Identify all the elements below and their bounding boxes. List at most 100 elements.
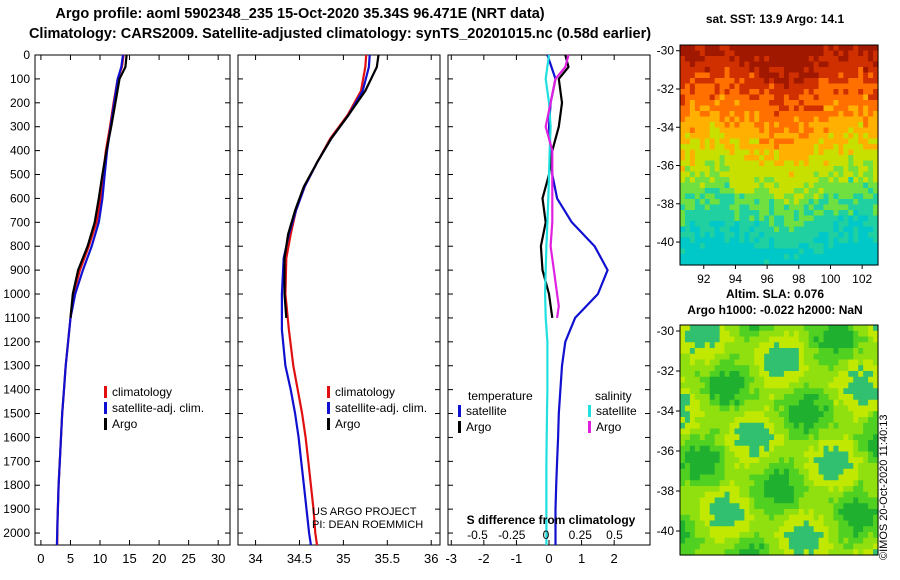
x-tick-label: 0: [37, 551, 44, 566]
y-tick-label: 1200: [3, 335, 30, 349]
sla-map-title: Altim. SLA: 0.076: [726, 287, 824, 301]
x-tick-label: -1: [511, 551, 523, 566]
map-y-tick-label: -34: [657, 404, 675, 418]
y-tick-label: 0: [23, 48, 30, 62]
x-tick-label: 34: [248, 551, 262, 566]
sla-map-frame: [679, 324, 879, 556]
temperature-profile-frame: [34, 54, 231, 546]
map-y-tick-label: -38: [657, 484, 675, 498]
legend-label: satellite-adj. clim.: [112, 401, 204, 415]
s-tick-label: 0.5: [606, 528, 623, 542]
legend-label: Argo: [596, 420, 622, 434]
map-y-tick-label: -30: [657, 324, 675, 338]
x-tick-label: 15: [122, 551, 136, 566]
series-line: [69, 54, 128, 319]
series-line: [544, 54, 570, 319]
x-tick-label: 1: [578, 551, 585, 566]
legend-swatch: [588, 405, 591, 417]
map-x-tick-label: 100: [820, 272, 840, 286]
map-x-tick-label: 92: [697, 272, 711, 286]
s-tick-label: -0.25: [498, 528, 526, 542]
map-y-tick-label: -36: [657, 159, 675, 173]
y-tick-label: 1400: [3, 383, 30, 397]
legend-label: Argo: [335, 417, 361, 431]
legend-swatch: [588, 421, 591, 433]
legend-label: satellite-adj. clim.: [335, 401, 427, 415]
map-y-tick-label: -32: [657, 364, 675, 378]
x-tick-label: 2: [611, 551, 618, 566]
series-line: [283, 54, 380, 318]
s-tick-label: 0: [543, 528, 550, 542]
y-tick-label: 200: [10, 96, 30, 110]
salinity-profile-frame: [237, 54, 441, 546]
y-tick-label: 1000: [3, 287, 30, 301]
legend-label: satellite: [466, 404, 507, 418]
x-tick-label: 25: [181, 551, 195, 566]
y-tick-label: 1700: [3, 454, 30, 468]
y-tick-label: 500: [10, 168, 30, 182]
y-tick-label: 300: [10, 120, 30, 134]
legend-swatch: [104, 386, 107, 398]
s-tick-label: 0.25: [569, 528, 593, 542]
x-tick-label: 30: [211, 551, 225, 566]
y-tick-label: 600: [10, 191, 30, 205]
map-y-tick-label: -38: [657, 197, 675, 211]
legend-label: Argo: [466, 420, 492, 434]
project-annotation: US ARGO PROJECT: [312, 506, 417, 518]
x-tick-label: 5: [67, 551, 74, 566]
y-tick-label: 1600: [3, 430, 30, 444]
x-tick-label: 36: [424, 551, 438, 566]
x-tick-label: 20: [152, 551, 166, 566]
y-tick-label: 100: [10, 72, 30, 86]
map-y-tick-label: -32: [657, 82, 675, 96]
map-x-tick-label: 98: [792, 272, 806, 286]
sst-map-title: sat. SST: 13.9 Argo: 14.1: [706, 12, 845, 26]
sla-map-subtitle: Argo h1000: -0.022 h2000: NaN: [687, 303, 862, 317]
s-tick-label: -0.5: [467, 528, 488, 542]
map-y-tick-label: -34: [657, 120, 675, 134]
legend-swatch: [327, 386, 330, 398]
x-tick-label: 35: [336, 551, 350, 566]
x-tick-label: 10: [93, 551, 107, 566]
map-x-tick-label: 102: [852, 272, 872, 286]
legend-swatch: [327, 402, 330, 414]
map-y-tick-label: -40: [657, 524, 675, 538]
legend-swatch: [104, 418, 107, 430]
sst-map-frame: [679, 44, 879, 266]
map-x-tick-label: 94: [729, 272, 743, 286]
legend-swatch: [458, 405, 461, 417]
y-tick-label: 1900: [3, 502, 30, 516]
s-axis-title: S difference from climatology: [467, 513, 636, 527]
legend-label: satellite: [596, 404, 637, 418]
legend-group-temperature: temperature: [468, 389, 533, 403]
y-tick-label: 1100: [4, 311, 30, 325]
y-tick-label: 1300: [3, 359, 30, 373]
imos-credit: ©IMOS 20-Oct-2020 11:40:13: [878, 414, 890, 560]
legend-label: climatology: [335, 385, 395, 399]
x-tick-label: -3: [445, 551, 457, 566]
legend-swatch: [104, 402, 107, 414]
map-y-tick-label: -36: [657, 444, 675, 458]
x-tick-label: 34.5: [287, 551, 312, 566]
legend-swatch: [458, 421, 461, 433]
project-annotation: PI: DEAN ROEMMICH: [312, 519, 423, 531]
map-x-tick-label: 96: [760, 272, 774, 286]
legend-group-salinity: salinity: [595, 389, 632, 403]
map-y-tick-label: -40: [657, 235, 675, 249]
series-line: [543, 54, 552, 545]
y-tick-label: 1500: [3, 407, 30, 421]
y-tick-label: 700: [10, 215, 30, 229]
y-tick-label: 900: [10, 263, 30, 277]
figure-title-line2: Climatology: CARS2009. Satellite-adjuste…: [28, 26, 652, 42]
sla-map-pixels: [680, 325, 879, 556]
y-tick-label: 800: [10, 239, 30, 253]
y-tick-label: 2000: [3, 526, 30, 540]
map-y-tick-label: -30: [657, 44, 675, 58]
legend-swatch: [327, 418, 330, 430]
x-tick-label: 0: [545, 551, 552, 566]
y-tick-label: 1800: [3, 478, 30, 492]
legend-label: climatology: [112, 385, 172, 399]
x-tick-label: 35.5: [375, 551, 400, 566]
